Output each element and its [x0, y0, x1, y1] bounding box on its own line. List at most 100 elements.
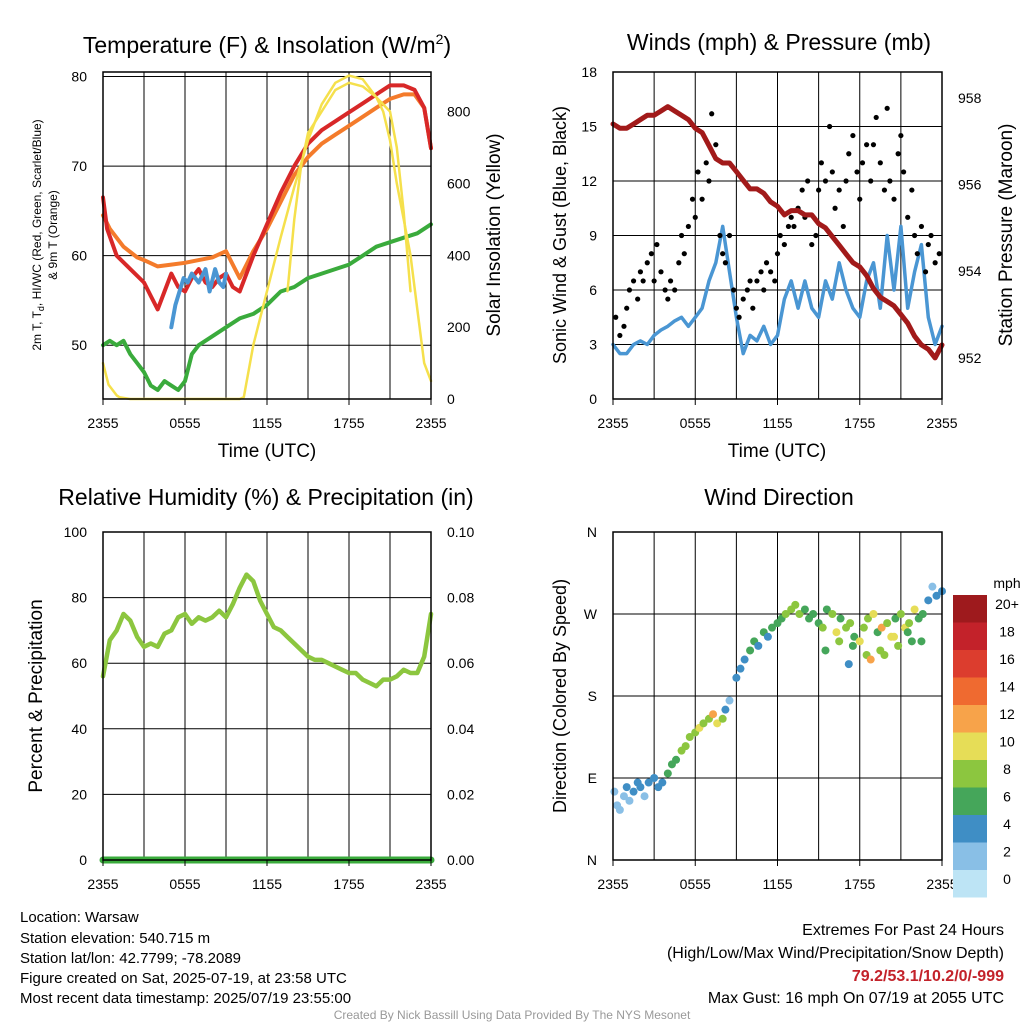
gust-point	[613, 314, 619, 320]
direction-point	[732, 673, 741, 682]
temperature-series-line	[101, 83, 433, 312]
y-right-tick-label: 0.08	[447, 590, 474, 606]
gust-point	[761, 287, 767, 293]
panel-3-title: Relative Humidity (%) & Precipitation (i…	[58, 484, 473, 510]
gust-point	[864, 142, 870, 148]
direction-point	[928, 582, 937, 591]
direction-point	[877, 623, 886, 632]
legend-swatch	[953, 705, 987, 733]
y-left-tick-label: 60	[71, 655, 87, 671]
gust-point	[898, 132, 904, 139]
gust-point	[689, 196, 696, 202]
gust-point	[785, 223, 792, 230]
gust-point	[873, 114, 879, 121]
gust-point	[667, 278, 674, 284]
direction-point	[800, 605, 809, 614]
direction-point	[781, 610, 790, 618]
gust-point	[905, 214, 911, 220]
gust-point	[870, 142, 877, 148]
gust-point	[799, 187, 805, 193]
direction-point	[890, 632, 899, 641]
gust-point	[781, 241, 787, 248]
gust-point	[936, 251, 942, 257]
direction-point	[619, 792, 628, 801]
gust-point	[621, 323, 627, 329]
direction-point	[721, 705, 730, 714]
station-pressure-line	[610, 104, 945, 361]
y-left-tick-label: 9	[589, 228, 597, 244]
x-tick-label: 2355	[597, 415, 628, 431]
direction-point	[832, 628, 841, 637]
y-right-tick-label: 0.10	[447, 524, 474, 540]
gust-point	[818, 160, 824, 166]
x-tick-label: 2355	[415, 876, 446, 892]
gust-point	[840, 223, 846, 230]
direction-point	[681, 742, 690, 751]
direction-point	[924, 596, 933, 605]
gust-point	[626, 287, 633, 293]
direction-point	[740, 655, 749, 664]
gust-point	[717, 232, 723, 239]
y-right-tick-label: 0.04	[447, 721, 474, 737]
direction-point	[663, 769, 672, 778]
y-left-tick-label: 80	[71, 590, 87, 606]
gust-point	[925, 241, 931, 248]
direction-point	[917, 637, 926, 646]
direction-point	[918, 610, 927, 618]
direction-point	[828, 610, 837, 618]
direction-point	[625, 796, 634, 805]
gust-point	[850, 132, 856, 139]
x-tick-label: 2355	[87, 415, 118, 431]
panel-1-ylabel-left: 2m T, Td, HI/WC (Red, Green, Scarlet/Blu…	[30, 119, 46, 350]
gust-point	[774, 251, 781, 257]
panel-1-title: Temperature (F) & Insolation (W/m2)	[83, 31, 451, 58]
x-tick-label: 1755	[844, 876, 875, 892]
gust-point	[651, 278, 657, 284]
y-left-tick-label: 6	[589, 282, 597, 298]
direction-point	[640, 792, 649, 801]
gust-point	[630, 278, 637, 284]
gust-point	[706, 178, 712, 184]
gust-point	[816, 187, 822, 193]
info-elevation: Station elevation: 540.715 m	[20, 930, 210, 947]
info-location: Location: Warsaw	[20, 909, 139, 926]
direction-point	[880, 651, 889, 659]
direction-point	[685, 733, 694, 741]
humidity-line	[100, 572, 434, 689]
gust-point	[665, 296, 671, 302]
legend-label: 4	[1003, 816, 1011, 832]
x-tick-label: 0555	[680, 876, 711, 892]
y-tick-label: W	[584, 606, 598, 622]
y-left-tick-label: 40	[71, 721, 87, 737]
x-tick-label: 1755	[333, 876, 364, 892]
wind-direction-panel: Wind Direction 2355 0555 1155 1755 2355NESWN…	[550, 484, 1021, 898]
direction-point	[844, 660, 853, 669]
gust-point	[685, 223, 691, 230]
y-left-tick-label: 0	[79, 852, 87, 868]
temperature-series-line	[286, 81, 412, 293]
gust-point	[868, 178, 874, 184]
extremes-block: Extremes For Past 24 Hours (High/Low/Max…	[667, 922, 1004, 1007]
direction-point	[615, 805, 624, 814]
direction-point	[863, 614, 872, 623]
gust-point	[854, 169, 860, 175]
y-tick-label: E	[588, 770, 597, 786]
legend-swatch	[953, 787, 987, 815]
gust-point	[681, 251, 687, 257]
sonic-wind-line	[611, 224, 944, 356]
y-right-tick-label: 0	[447, 391, 455, 407]
gust-point	[662, 287, 668, 293]
gust-point	[635, 296, 641, 302]
extremes-values: 79.2/53.1/10.2/0/-999	[852, 968, 1004, 985]
gust-point	[637, 269, 644, 275]
direction-point	[718, 714, 727, 723]
gust-point	[809, 241, 815, 248]
gust-point	[805, 178, 811, 184]
legend-label: 0	[1003, 871, 1011, 887]
extremes-subtitle: (High/Low/Max Wind/Precipitation/Snow De…	[667, 945, 1004, 962]
gust-point	[832, 205, 838, 211]
x-tick-label: 1155	[252, 876, 282, 892]
winds-panel: Winds (mph) & Pressure (mb) 2355 0555 1155…	[550, 29, 1017, 462]
legend-swatch	[953, 760, 987, 788]
gust-point	[750, 305, 756, 311]
